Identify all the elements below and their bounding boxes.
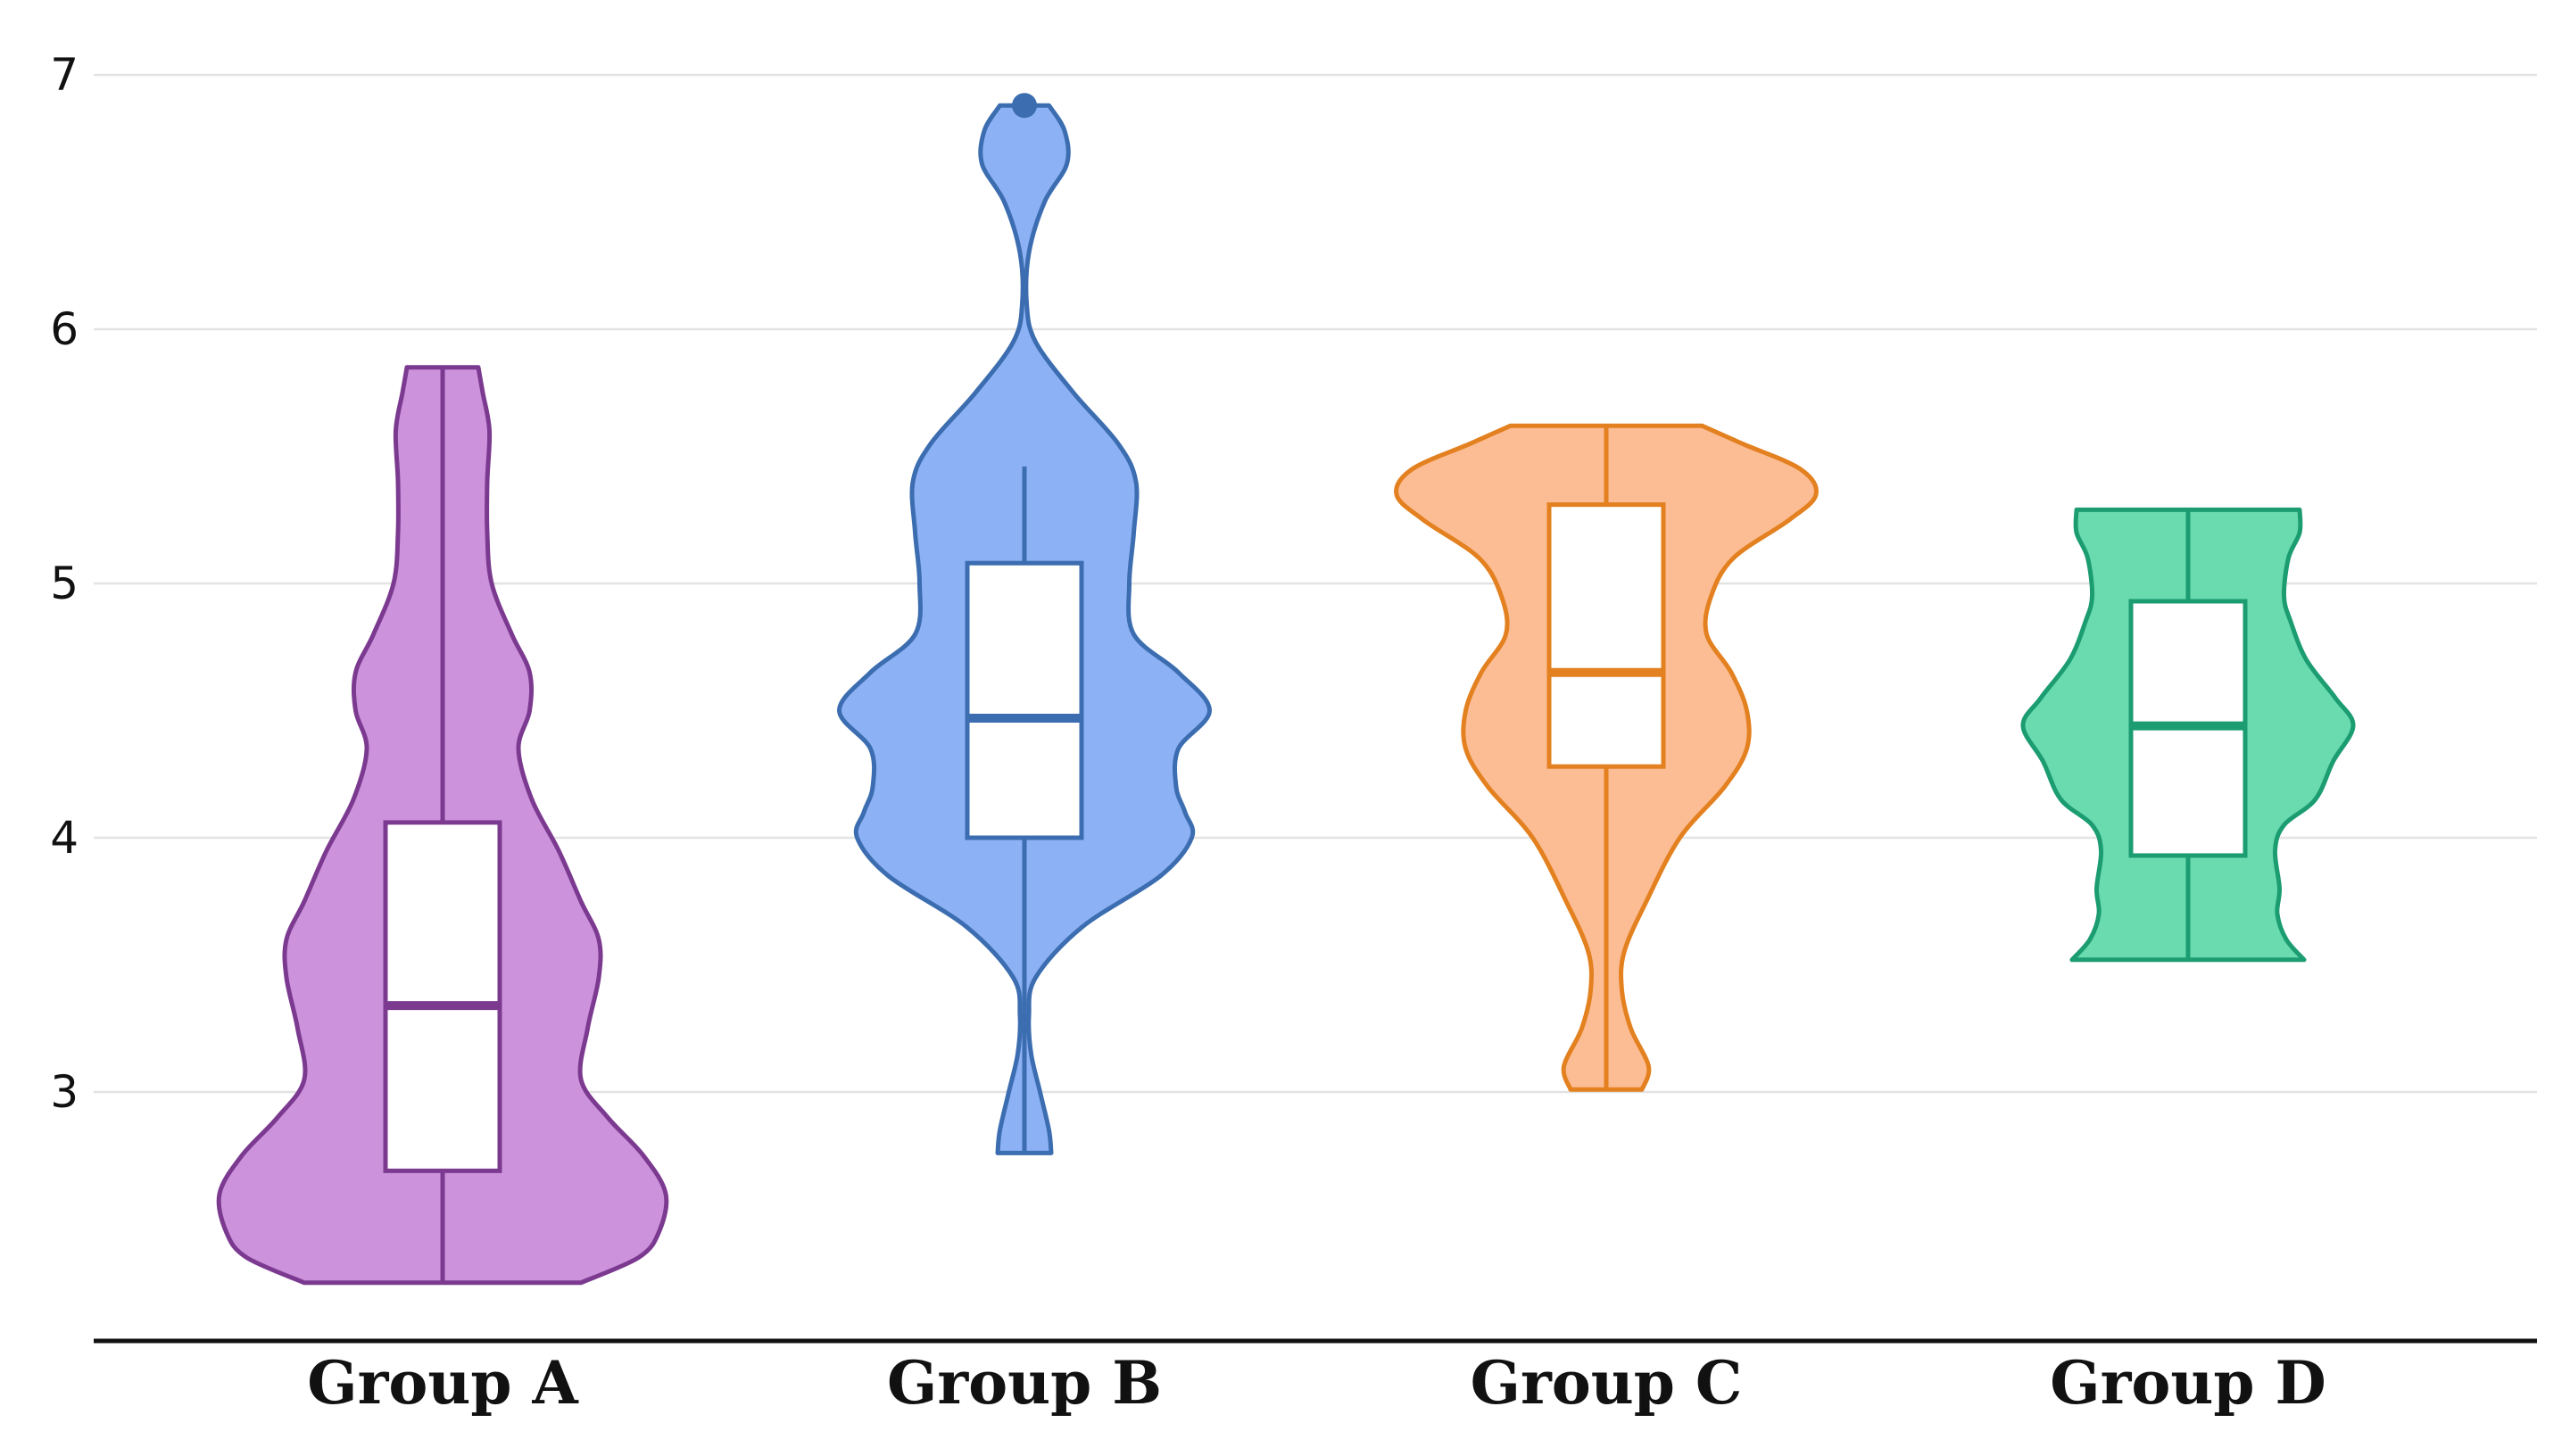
y-tick-label: 3: [50, 1066, 79, 1118]
violin-group-c: [1394, 423, 1819, 1092]
y-axis-ticks: 3 4 5 6 7: [50, 49, 79, 1118]
violin-group-d: [2020, 507, 2356, 963]
violin-group-b: [837, 93, 1212, 1155]
outlier-point-group-b: [1012, 93, 1037, 119]
x-tick-label-group-a: Group A: [307, 1348, 578, 1418]
y-tick-label: 7: [50, 49, 79, 101]
violins: [216, 93, 2356, 1286]
y-tick-label: 5: [50, 558, 79, 609]
iqr-box-group-c: [1546, 502, 1666, 769]
y-tick-label: 6: [50, 303, 79, 355]
x-axis-labels: Group A Group B Group C Group D: [307, 1348, 2326, 1418]
x-tick-label-group-c: Group C: [1471, 1348, 1743, 1418]
iqr-box-group-b: [965, 560, 1084, 840]
x-tick-label-group-d: Group D: [2050, 1348, 2326, 1418]
y-tick-label: 4: [50, 812, 79, 864]
iqr-box-group-a: [383, 820, 502, 1173]
violin-group-a: [216, 365, 669, 1286]
x-tick-label-group-b: Group B: [887, 1348, 1162, 1418]
